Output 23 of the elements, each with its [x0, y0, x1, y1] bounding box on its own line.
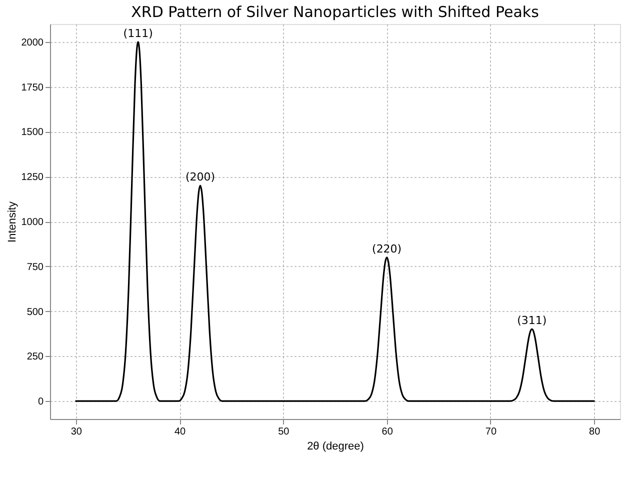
- y-tick-label: 1250: [21, 172, 44, 184]
- annotation: (311): [517, 314, 547, 328]
- x-tick-label: 50: [278, 426, 290, 438]
- annotation: (200): [185, 170, 216, 184]
- chart-title: XRD Pattern of Silver Nanoparticles with Shifted Peaks: [131, 3, 540, 21]
- x-tick-label: 70: [485, 426, 497, 438]
- y-tick-label: 0: [38, 396, 44, 408]
- x-tick-label: 80: [589, 426, 601, 438]
- x-tick-label: 60: [382, 426, 394, 438]
- y-tick-label: 1500: [21, 127, 44, 138]
- x-tick-label: 30: [70, 426, 82, 438]
- y-tick-label: 500: [26, 306, 44, 318]
- x-axis-title: 2θ (degree): [307, 440, 364, 452]
- y-tick-label: 2000: [21, 37, 44, 48]
- annotation: (111): [123, 26, 153, 40]
- y-tick-label: 250: [26, 352, 44, 363]
- y-tick-label: 750: [26, 262, 44, 273]
- y-axis-title: Intensity: [6, 201, 18, 242]
- y-tick-label: 1750: [21, 82, 44, 94]
- x-tick-label: 40: [174, 426, 186, 438]
- annotation: (220): [372, 242, 402, 256]
- y-tick-label: 1000: [21, 217, 44, 228]
- line-series: [75, 41, 595, 402]
